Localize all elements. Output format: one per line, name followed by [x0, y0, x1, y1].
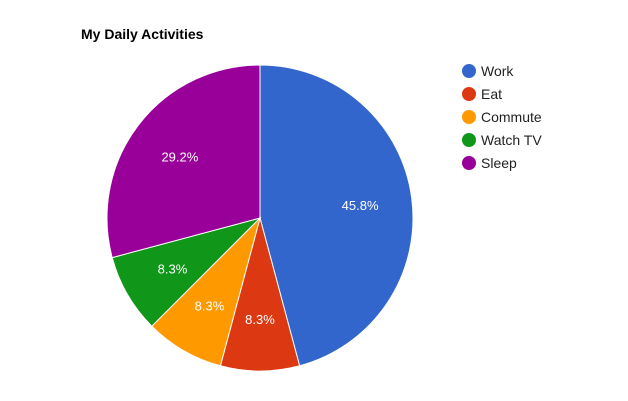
legend-item-watch-tv[interactable]: Watch TV — [462, 132, 542, 148]
pie-slice-labels: 45.8% 8.3% 8.3% 8.3% 29.2% — [158, 150, 379, 328]
chart-title: My Daily Activities — [81, 26, 204, 42]
legend-swatch-work — [462, 64, 476, 78]
legend-label-work: Work — [481, 63, 514, 79]
slice-label-commute: 8.3% — [195, 299, 225, 314]
legend-swatch-commute — [462, 110, 476, 124]
legend-item-commute[interactable]: Commute — [462, 109, 542, 125]
legend-label-watch-tv: Watch TV — [481, 132, 542, 148]
slice-label-eat: 8.3% — [245, 312, 275, 327]
legend: Work Eat Commute Watch TV Sleep — [462, 63, 542, 171]
pie-slices — [106, 64, 414, 372]
legend-swatch-eat — [462, 87, 476, 101]
legend-swatch-watch-tv — [462, 133, 476, 147]
legend-item-work[interactable]: Work — [462, 63, 514, 79]
pie-slice-sleep[interactable] — [106, 64, 261, 259]
legend-label-sleep: Sleep — [481, 155, 517, 171]
slice-label-sleep: 29.2% — [161, 150, 198, 165]
legend-item-sleep[interactable]: Sleep — [462, 155, 517, 171]
legend-label-commute: Commute — [481, 109, 542, 125]
legend-label-eat: Eat — [481, 86, 502, 102]
slice-label-watch-tv: 8.3% — [158, 262, 188, 277]
legend-item-eat[interactable]: Eat — [462, 86, 502, 102]
legend-swatch-sleep — [462, 156, 476, 170]
slice-label-work: 45.8% — [342, 198, 379, 213]
pie-slice-work[interactable] — [259, 64, 414, 367]
